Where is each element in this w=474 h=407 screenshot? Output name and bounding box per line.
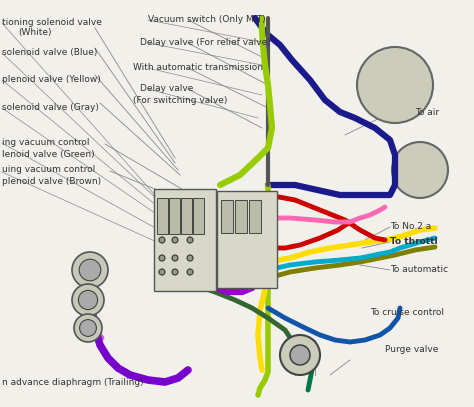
Text: To No.2 a: To No.2 a — [390, 222, 431, 231]
Text: n advance diaphragm (Trailing): n advance diaphragm (Trailing) — [2, 378, 144, 387]
Circle shape — [72, 252, 108, 288]
Circle shape — [187, 269, 193, 275]
FancyBboxPatch shape — [249, 199, 262, 232]
Text: solenoid valve (Blue): solenoid valve (Blue) — [2, 48, 97, 57]
Circle shape — [280, 335, 320, 375]
Circle shape — [74, 314, 102, 342]
Circle shape — [159, 237, 165, 243]
FancyBboxPatch shape — [182, 197, 192, 234]
Circle shape — [172, 255, 178, 261]
Text: solenoid valve (Gray): solenoid valve (Gray) — [2, 103, 99, 112]
Text: To throttl: To throttl — [390, 237, 438, 246]
Circle shape — [187, 237, 193, 243]
Text: ing vacuum control: ing vacuum control — [2, 138, 90, 147]
Text: (For switching valve): (For switching valve) — [133, 96, 228, 105]
Text: To automatic: To automatic — [390, 265, 448, 274]
Circle shape — [187, 255, 193, 261]
Text: Delay valve (For relief valve): Delay valve (For relief valve) — [140, 38, 271, 47]
FancyBboxPatch shape — [236, 199, 247, 232]
Text: With automatic transmission: With automatic transmission — [133, 63, 263, 72]
Circle shape — [80, 319, 96, 337]
FancyBboxPatch shape — [193, 197, 204, 234]
Circle shape — [357, 47, 433, 123]
FancyBboxPatch shape — [217, 191, 277, 288]
Text: lenoid valve (Green): lenoid valve (Green) — [2, 150, 95, 159]
Text: plenoid valve (Brown): plenoid valve (Brown) — [2, 177, 101, 186]
Text: (White): (White) — [18, 28, 52, 37]
Text: Vacuum switch (Only M/T): Vacuum switch (Only M/T) — [148, 15, 265, 24]
Text: Purge valve: Purge valve — [385, 345, 438, 354]
Text: Delay valve: Delay valve — [140, 84, 193, 93]
FancyBboxPatch shape — [157, 197, 168, 234]
Text: tioning solenoid valve: tioning solenoid valve — [2, 18, 102, 27]
FancyBboxPatch shape — [154, 189, 216, 291]
Circle shape — [290, 345, 310, 365]
Circle shape — [159, 255, 165, 261]
Text: uing vacuum control: uing vacuum control — [2, 165, 95, 174]
FancyBboxPatch shape — [170, 197, 181, 234]
Text: To cruise control: To cruise control — [370, 308, 444, 317]
Text: To air: To air — [415, 108, 439, 117]
Circle shape — [392, 142, 448, 198]
Circle shape — [72, 284, 104, 316]
Circle shape — [79, 259, 101, 281]
Circle shape — [172, 237, 178, 243]
FancyBboxPatch shape — [221, 199, 234, 232]
Circle shape — [172, 269, 178, 275]
Text: plenoid valve (Yellow): plenoid valve (Yellow) — [2, 75, 101, 84]
Circle shape — [78, 291, 98, 310]
Circle shape — [159, 269, 165, 275]
